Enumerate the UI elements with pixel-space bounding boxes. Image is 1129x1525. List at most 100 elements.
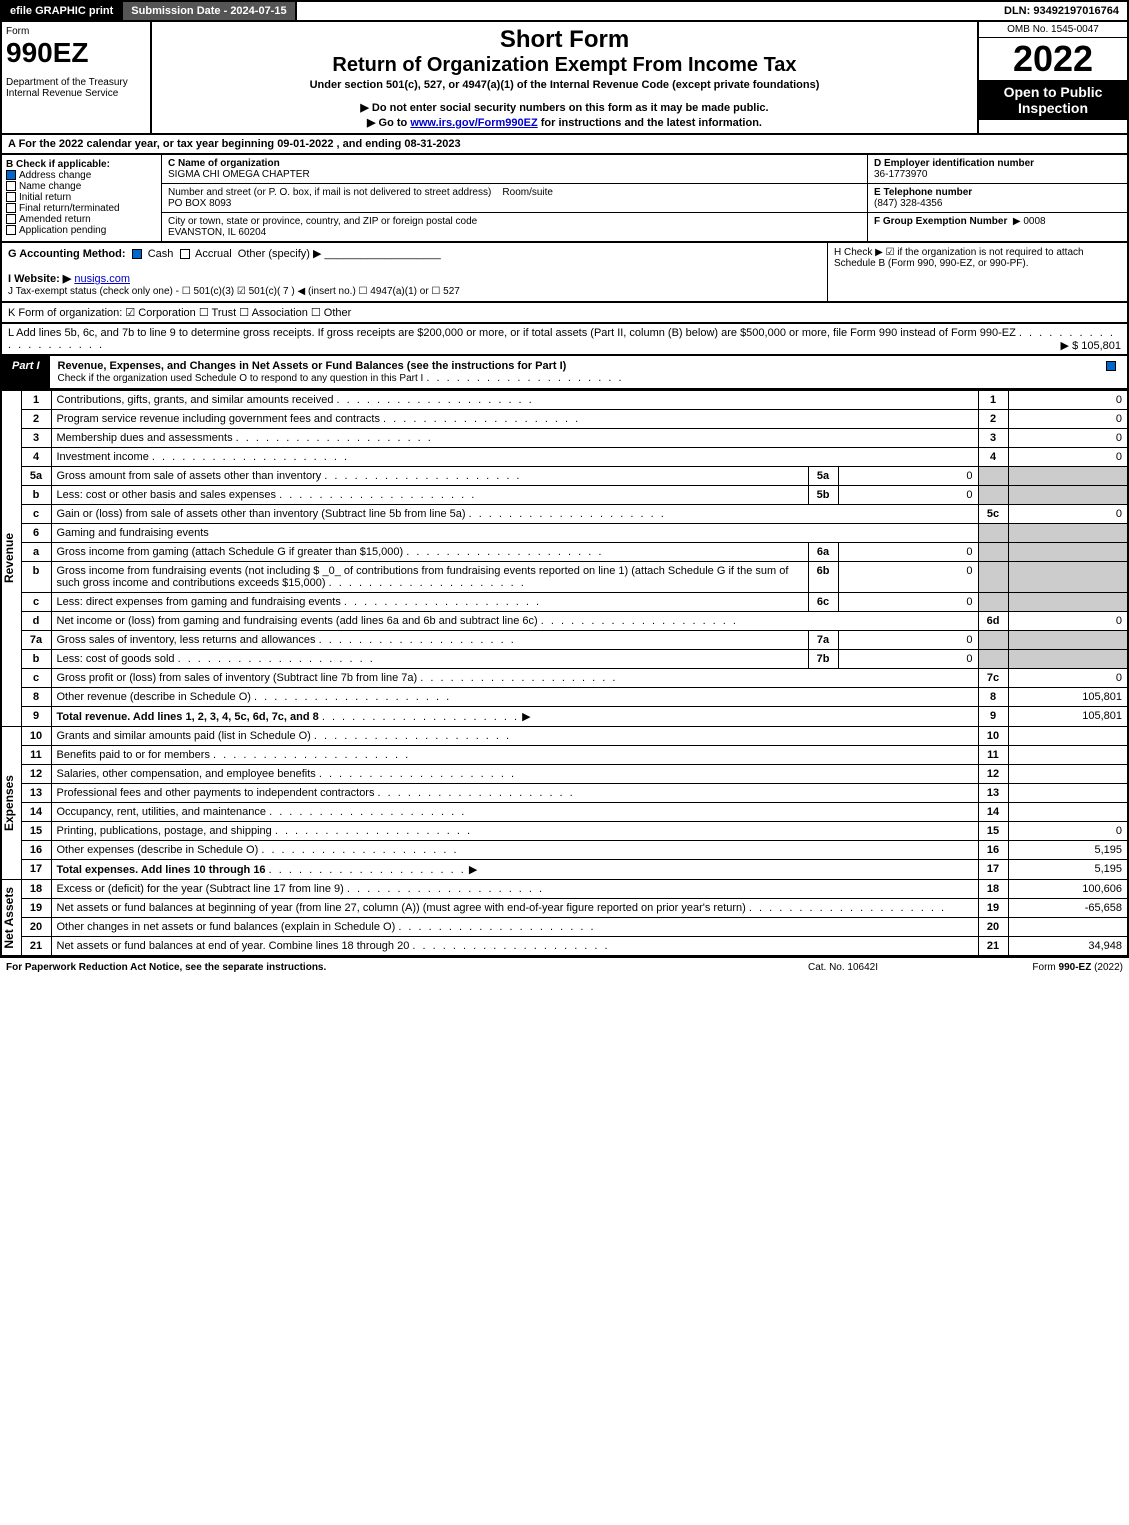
- line-desc: Net assets or fund balances at beginning…: [51, 899, 978, 918]
- line-desc: Investment income: [51, 448, 978, 467]
- line-value-shaded: [1008, 486, 1128, 505]
- line-row: Revenue1Contributions, gifts, grants, an…: [1, 391, 1128, 410]
- line-number: 12: [21, 765, 51, 784]
- header-mid: Short Form Return of Organization Exempt…: [152, 22, 977, 133]
- chk-initial-return[interactable]: Initial return: [6, 192, 157, 203]
- line-desc: Less: cost of goods sold: [51, 650, 808, 669]
- row-k: K Form of organization: ☑ Corporation ☐ …: [0, 303, 1129, 324]
- chk-application-pending[interactable]: Application pending: [6, 225, 157, 236]
- row-j: J Tax-exempt status (check only one) - ☐…: [8, 286, 460, 297]
- omb-number: OMB No. 1545-0047: [979, 22, 1127, 38]
- box-def: D Employer identification number 36-1773…: [867, 155, 1127, 241]
- line-ref: 4: [978, 448, 1008, 467]
- vert-net-assets: Net Assets: [2, 887, 16, 949]
- line-value: [1008, 765, 1128, 784]
- line-ref: 20: [978, 918, 1008, 937]
- line-ref: 18: [978, 880, 1008, 899]
- efile-print-button[interactable]: efile GRAPHIC print: [2, 2, 123, 20]
- org-address-block: Number and street (or P. O. box, if mail…: [162, 184, 867, 213]
- row-g: G Accounting Method: Cash Accrual Other …: [2, 243, 827, 301]
- line-row: 17Total expenses. Add lines 10 through 1…: [1, 860, 1128, 880]
- footer-notice: For Paperwork Reduction Act Notice, see …: [6, 962, 743, 973]
- subline-label: 7b: [808, 650, 838, 669]
- line-row: 8Other revenue (describe in Schedule O) …: [1, 688, 1128, 707]
- line-row: 6Gaming and fundraising events: [1, 524, 1128, 543]
- ssn-note: ▶ Do not enter social security numbers o…: [156, 101, 973, 114]
- line-value: 5,195: [1008, 841, 1128, 860]
- line-ref: 5c: [978, 505, 1008, 524]
- line-desc: Net assets or fund balances at end of ye…: [51, 937, 978, 957]
- line-number: 18: [21, 880, 51, 899]
- header-right: OMB No. 1545-0047 2022 Open to Public In…: [977, 22, 1127, 133]
- line-desc: Benefits paid to or for members: [51, 746, 978, 765]
- chk-cash[interactable]: [132, 249, 142, 259]
- header-left: Form 990EZ Department of the Treasury In…: [2, 22, 152, 133]
- subline-value: 0: [838, 467, 978, 486]
- part-i-header: Part I Revenue, Expenses, and Changes in…: [0, 356, 1129, 390]
- subline-label: 7a: [808, 631, 838, 650]
- line-row: 19Net assets or fund balances at beginni…: [1, 899, 1128, 918]
- line-value-shaded: [1008, 593, 1128, 612]
- lines-table: Revenue1Contributions, gifts, grants, an…: [0, 390, 1129, 957]
- submission-date: Submission Date - 2024-07-15: [123, 2, 296, 20]
- line-ref-shaded: [978, 631, 1008, 650]
- title-return: Return of Organization Exempt From Incom…: [156, 54, 973, 77]
- chk-name-change[interactable]: Name change: [6, 181, 157, 192]
- line-number: 9: [21, 707, 51, 727]
- line-desc: Gross amount from sale of assets other t…: [51, 467, 808, 486]
- line-desc: Printing, publications, postage, and shi…: [51, 822, 978, 841]
- line-ref-shaded: [978, 593, 1008, 612]
- line-ref: 16: [978, 841, 1008, 860]
- chk-address-change[interactable]: Address change: [6, 170, 157, 181]
- form-number: 990EZ: [6, 37, 146, 69]
- line-ref: 7c: [978, 669, 1008, 688]
- line-desc: Contributions, gifts, grants, and simila…: [51, 391, 978, 410]
- line-desc: Gross profit or (loss) from sales of inv…: [51, 669, 978, 688]
- line-number: 6: [21, 524, 51, 543]
- line-ref: 3: [978, 429, 1008, 448]
- line-row: cLess: direct expenses from gaming and f…: [1, 593, 1128, 612]
- line-value: [1008, 727, 1128, 746]
- box-b-title: B Check if applicable:: [6, 159, 157, 170]
- part-i-title: Revenue, Expenses, and Changes in Net As…: [50, 356, 1097, 388]
- line-value: 34,948: [1008, 937, 1128, 957]
- page-footer: For Paperwork Reduction Act Notice, see …: [0, 957, 1129, 977]
- line-desc: Professional fees and other payments to …: [51, 784, 978, 803]
- line-number: 4: [21, 448, 51, 467]
- subline-label: 6b: [808, 562, 838, 593]
- line-number: 14: [21, 803, 51, 822]
- line-number: b: [21, 486, 51, 505]
- line-desc: Total revenue. Add lines 1, 2, 3, 4, 5c,…: [51, 707, 978, 727]
- line-desc: Other expenses (describe in Schedule O): [51, 841, 978, 860]
- chk-amended-return[interactable]: Amended return: [6, 214, 157, 225]
- line-row: 21Net assets or fund balances at end of …: [1, 937, 1128, 957]
- line-row: 20Other changes in net assets or fund ba…: [1, 918, 1128, 937]
- subline-value: 0: [838, 543, 978, 562]
- subline-value: 0: [838, 631, 978, 650]
- line-row: 2Program service revenue including gover…: [1, 410, 1128, 429]
- org-name-block: C Name of organization SIGMA CHI OMEGA C…: [162, 155, 867, 184]
- chk-accrual[interactable]: [180, 249, 190, 259]
- line-desc: Other changes in net assets or fund bala…: [51, 918, 978, 937]
- line-number: 19: [21, 899, 51, 918]
- part-i-checkbox[interactable]: [1097, 356, 1127, 388]
- line-row: 5aGross amount from sale of assets other…: [1, 467, 1128, 486]
- subline-label: 5a: [808, 467, 838, 486]
- row-l: L Add lines 5b, 6c, and 7b to line 9 to …: [0, 324, 1129, 356]
- chk-final-return[interactable]: Final return/terminated: [6, 203, 157, 214]
- title-short-form: Short Form: [156, 26, 973, 54]
- line-value: 100,606: [1008, 880, 1128, 899]
- line-value: [1008, 918, 1128, 937]
- line-value: -65,658: [1008, 899, 1128, 918]
- line-desc: Less: direct expenses from gaming and fu…: [51, 593, 808, 612]
- line-number: 16: [21, 841, 51, 860]
- box-b: B Check if applicable: Address change Na…: [2, 155, 162, 241]
- line-value: 0: [1008, 410, 1128, 429]
- subline-value: 0: [838, 486, 978, 505]
- line-desc: Less: cost or other basis and sales expe…: [51, 486, 808, 505]
- subtitle: Under section 501(c), 527, or 4947(a)(1)…: [156, 79, 973, 91]
- irs-link[interactable]: www.irs.gov/Form990EZ: [410, 117, 537, 129]
- line-number: 21: [21, 937, 51, 957]
- website-link[interactable]: nusigs.com: [74, 273, 130, 285]
- form-header: Form 990EZ Department of the Treasury In…: [0, 22, 1129, 135]
